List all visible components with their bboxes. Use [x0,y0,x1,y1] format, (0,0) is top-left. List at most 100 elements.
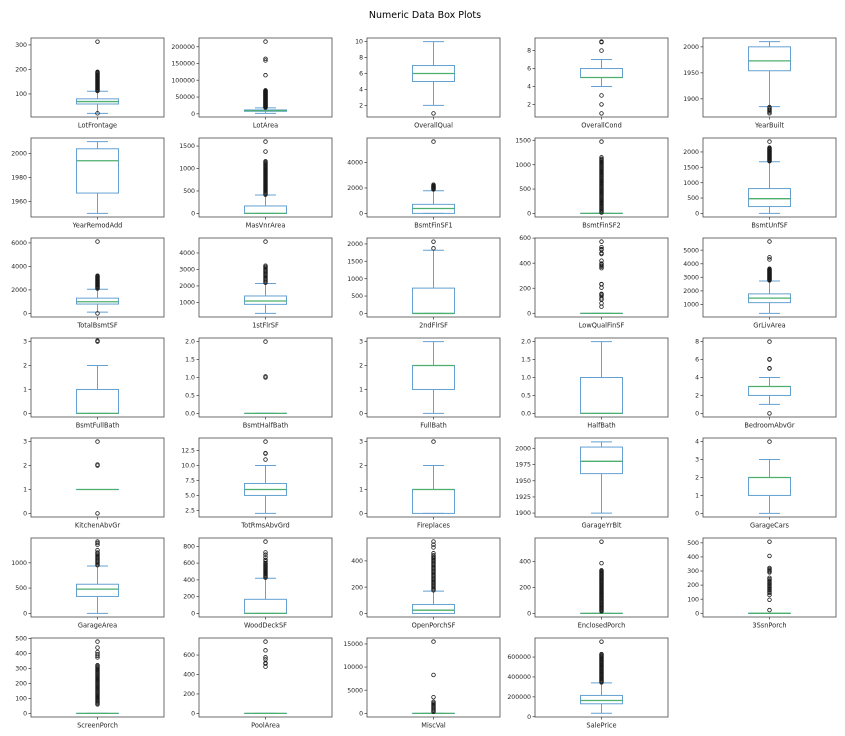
y-tick-label: 400 [15,651,27,658]
outlier-point [431,111,436,116]
y-tick-label: 0 [695,211,699,218]
x-label: 1stFlrSF [252,322,279,330]
y-tick-label: 3 [359,439,363,446]
y-tick-label: 0 [23,511,27,518]
y-tick-label: 1980 [11,175,27,182]
y-tick-label: 1 [23,387,27,394]
y-tick-label: 200 [519,584,531,591]
outlier-point [95,511,100,516]
outlier-point [767,104,772,110]
subplot-OverallQual: 2 4 6 8 10 OverallQual [355,37,501,130]
subplot-BsmtFinSF2: 0 500 1000 1500 BsmtFinSF2 [515,137,669,230]
subplot-3SsnPorch: 0 100 200 300 400 500 3SsnPorch [687,537,837,630]
y-tick-label: 400 [687,554,699,561]
y-tick-label: 600 [183,560,195,567]
y-tick-label: 1500 [179,143,195,150]
y-tick-label: 50000 [175,94,195,101]
x-label: BsmtFullBath [76,422,120,430]
y-tick-label: 1960 [11,199,27,206]
outlier-point [599,261,604,266]
x-label: GarageYrBlt [582,522,622,530]
y-tick-label: 2 [527,102,531,109]
outlier-point [767,586,772,592]
y-tick-label: 150000 [171,61,195,68]
y-tick-label: 600000 [507,654,531,661]
y-tick-label: 7.5 [185,478,195,485]
subplot-GarageYrBlt: 1900 1925 1950 1975 2000 GarageYrBlt [515,437,669,530]
outlier-point [263,263,268,268]
outlier-point [263,139,268,144]
outlier-point [599,102,604,107]
y-tick-label: 0 [23,611,27,618]
y-tick-label: 100 [15,91,27,98]
y-tick-label: 1000 [11,560,27,567]
outlier-point [263,374,268,379]
x-label: PoolArea [251,722,280,730]
outlier-point [767,576,772,582]
y-tick-label: 0 [23,311,27,318]
y-tick-label: 5.0 [185,493,195,500]
outlier-point [431,672,436,678]
y-tick-label: 800 [183,543,195,550]
y-tick-label: 0 [23,711,27,718]
box [244,295,287,305]
y-tick-label: 400 [183,672,195,679]
x-label: BsmtHalfBath [243,422,288,430]
y-tick-label: 1950 [683,70,699,77]
y-tick-label: 2 [23,463,27,470]
subplot-EnclosedPorch: 0 200 400 EnclosedPorch [519,537,669,630]
y-tick-label: 500 [15,636,27,643]
x-label: MiscVal [421,722,446,730]
y-tick-label: 0 [527,610,531,617]
x-label: BsmtUnfSF [751,222,787,230]
x-label: MasVnrArea [246,222,286,230]
outlier-point [263,58,268,63]
outlier-point [599,291,604,297]
box [748,46,791,72]
box [748,188,791,208]
outlier-point [263,39,268,44]
subplot-Fireplaces: 0 1 2 3 Fireplaces [359,437,501,530]
outlier-point [95,338,100,343]
x-label: BsmtFinSF2 [582,222,620,230]
outlier-point [599,539,604,544]
box [76,583,119,597]
y-tick-label: 200 [687,582,699,589]
y-tick-label: 0.0 [185,411,195,418]
y-tick-label: 2000 [11,151,27,158]
subplot-2ndFlrSF: 0 500 1000 1500 2000 2ndFlrSF [347,237,501,330]
y-tick-label: 100 [15,696,27,703]
outlier-point [767,578,772,583]
x-label: YearRemodAdd [72,222,123,230]
outlier-point [95,663,100,668]
subplot-FullBath: 0 1 2 3 FullBath [359,337,501,430]
subplot-BedroomAbvGr: 0 2 4 6 8 BedroomAbvGr [695,337,837,430]
y-tick-label: 200000 [507,694,531,701]
subplot-BsmtHalfBath: 0.0 0.5 1.0 1.5 2.0 BsmtHalfBath [185,337,333,430]
y-tick-label: 0 [191,711,195,718]
outlier-point [767,607,772,613]
y-tick-label: 300 [687,568,699,575]
subplot-TotRmsAbvGrd: 2.5 5.0 7.5 10.0 12.5 TotRmsAbvGrd [181,437,333,530]
x-label: LowQualFinSF [579,322,625,330]
subplot-HalfBath: 0.0 0.5 1.0 1.5 2.0 HalfBath [521,337,669,430]
y-tick-label: 0 [23,411,27,418]
outlier-point [263,439,268,444]
outlier-point [95,639,100,644]
outlier-point [263,149,268,154]
outlier-point [599,111,604,116]
x-label: LotFrontage [78,122,117,130]
outlier-point [95,540,100,546]
outlier-point [599,561,604,566]
outlier-point [263,555,268,560]
x-label: BsmtFinSF1 [414,222,452,230]
x-label: YearBuilt [754,122,784,130]
y-tick-label: 0 [695,411,699,418]
x-label: 2ndFlrSF [419,322,448,330]
y-tick-label: 400 [519,260,531,267]
outlier-point [431,439,436,444]
y-tick-label: 2 [359,463,363,470]
outlier-point [263,648,268,653]
subplot-PoolArea: 0 200 400 600 PoolArea [183,637,333,730]
